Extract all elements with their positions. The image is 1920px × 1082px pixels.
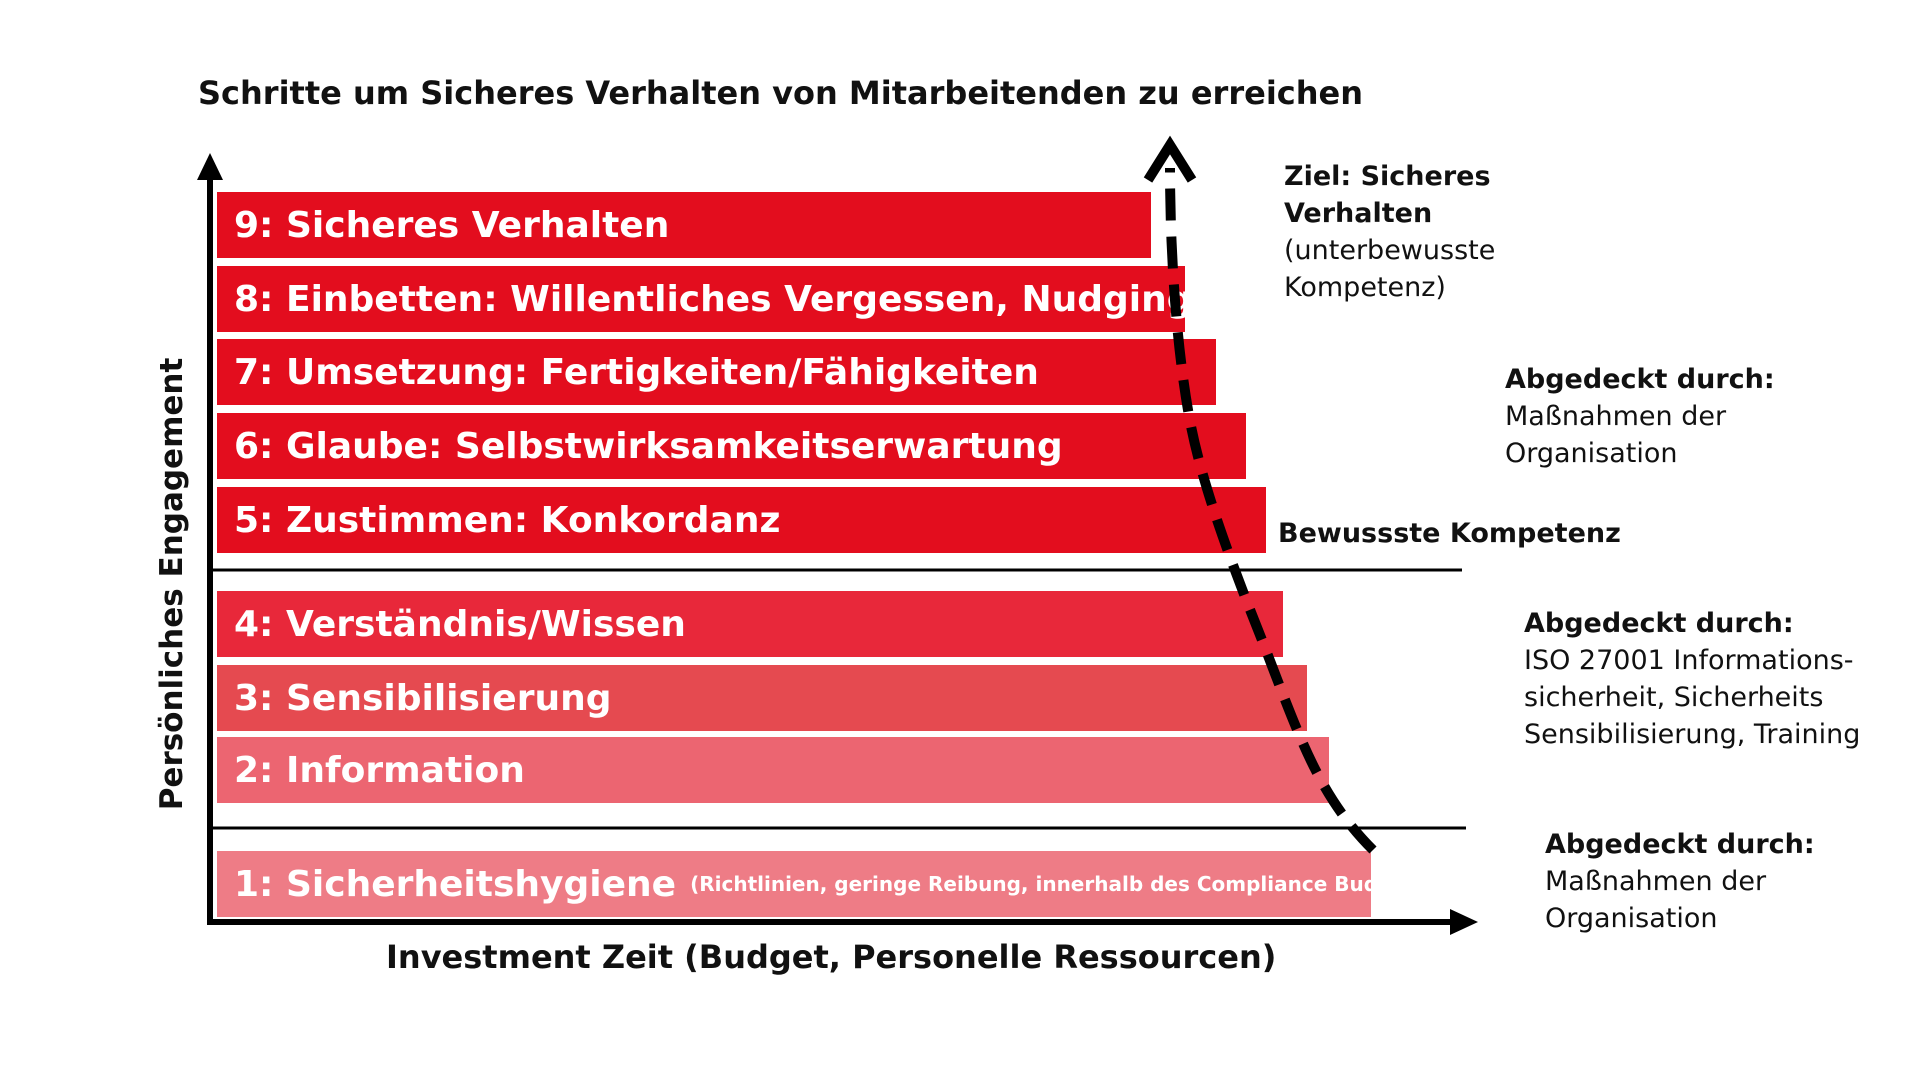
coverage-annotation-bottom: Abgedeckt durch: Maßnahmen der Organisat… <box>1545 826 1815 937</box>
coverage-line: Maßnahmen der <box>1545 866 1767 897</box>
coverage-line: Organisation <box>1505 438 1678 469</box>
step-label: 1: Sicherheitshygiene <box>234 863 677 905</box>
dashed-progress-curve <box>1165 167 1377 854</box>
goal-body-line-2: Kompetenz) <box>1284 272 1446 303</box>
coverage-heading: Abgedeckt durch: <box>1524 608 1794 639</box>
goal-annotation: Ziel: Sicheres Verhalten (unterbewusste … <box>1284 158 1495 306</box>
coverage-line: Maßnahmen der <box>1505 401 1727 432</box>
goal-body-line-1: (unterbewusste <box>1284 235 1496 266</box>
step-bar-5: 5: Zustimmen: Konkordanz <box>217 487 1266 553</box>
step-bar-2: 2: Information <box>217 737 1329 803</box>
step-label: 8: Einbetten: Willentliches Vergessen, N… <box>234 278 1185 320</box>
diagram-title: Schritte um Sicheres Verhalten von Mitar… <box>198 74 1364 112</box>
step-bar-9: 9: Sicheres Verhalten <box>217 192 1151 258</box>
x-axis-label: Investment Zeit (Budget, Personelle Ress… <box>386 938 1277 976</box>
step-label: 7: Umsetzung: Fertigkeiten/Fähigkeiten <box>234 351 1039 393</box>
coverage-line: sicherheit, Sicherheits <box>1524 682 1824 713</box>
x-axis-arrowhead <box>1450 909 1478 935</box>
step-bar-7: 7: Umsetzung: Fertigkeiten/Fähigkeiten <box>217 339 1216 405</box>
dashed-curve-arrowhead <box>1143 135 1197 183</box>
coverage-line: Organisation <box>1545 903 1718 934</box>
goal-title-line-2: Verhalten <box>1284 198 1433 229</box>
step-sublabel: (Richtlinien, geringe Reibung, innerhalb… <box>690 872 1371 896</box>
step-bar-1: 1: Sicherheitshygiene (Richtlinien, gerin… <box>217 851 1371 917</box>
coverage-annotation-middle: Abgedeckt durch: ISO 27001 Informations-… <box>1524 605 1860 753</box>
coverage-heading: Abgedeckt durch: <box>1545 829 1815 860</box>
competence-level-label: Bewussste Kompetenz <box>1278 518 1621 549</box>
step-label: 4: Verständnis/Wissen <box>234 603 686 645</box>
step-label: 5: Zustimmen: Konkordanz <box>234 499 781 541</box>
step-label: 2: Information <box>234 749 525 791</box>
coverage-line: ISO 27001 Informations- <box>1524 645 1854 676</box>
coverage-annotation-top: Abgedeckt durch: Maßnahmen der Organisat… <box>1505 361 1775 472</box>
step-bar-4: 4: Verständnis/Wissen <box>217 591 1283 657</box>
step-label: 9: Sicheres Verhalten <box>234 204 670 246</box>
step-bar-3: 3: Sensibilisierung <box>217 665 1307 731</box>
goal-title-line-1: Ziel: Sicheres <box>1284 161 1491 192</box>
step-label: 3: Sensibilisierung <box>234 677 612 719</box>
step-bar-8: 8: Einbetten: Willentliches Vergessen, N… <box>217 266 1185 332</box>
y-axis-label: Persönliches Engagement <box>154 357 190 811</box>
step-bar-6: 6: Glaube: Selbstwirksamkeitserwartung <box>217 413 1246 479</box>
coverage-heading: Abgedeckt durch: <box>1505 364 1775 395</box>
y-axis-arrowhead <box>197 153 223 180</box>
step-label: 6: Glaube: Selbstwirksamkeitserwartung <box>234 425 1063 467</box>
coverage-line: Sensibilisierung, Training <box>1524 719 1861 750</box>
